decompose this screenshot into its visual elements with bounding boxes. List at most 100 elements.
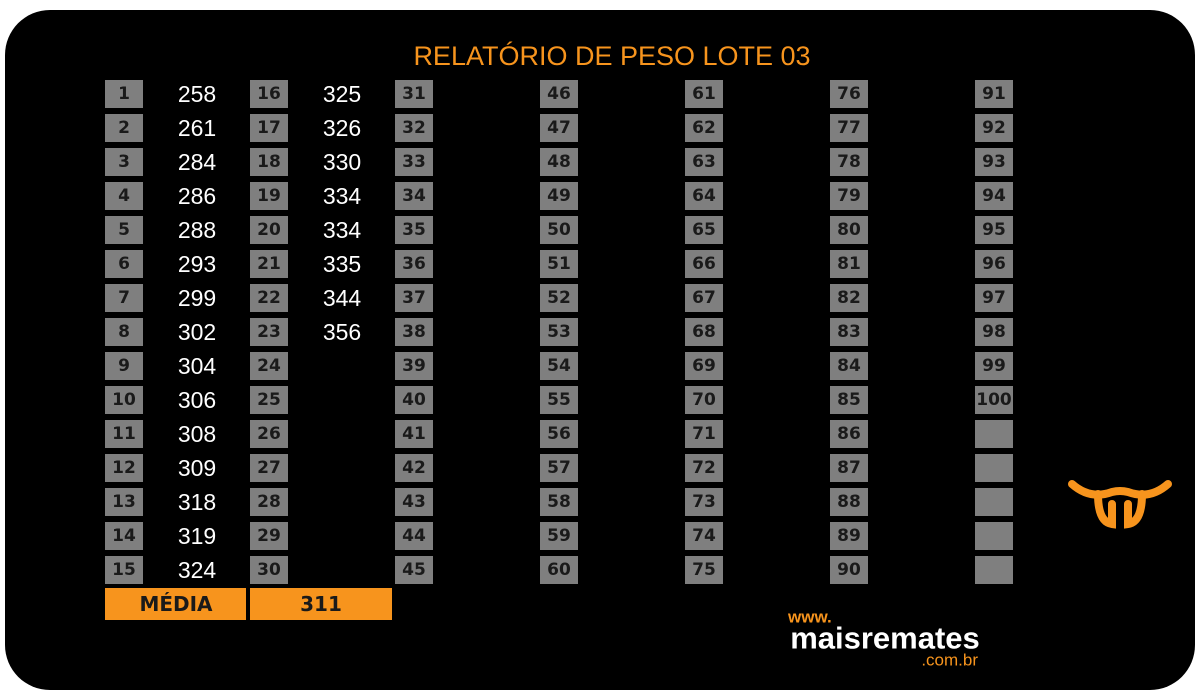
number-cell <box>250 216 288 244</box>
weight: 284 <box>178 149 217 175</box>
lot-number: 6 <box>118 254 130 274</box>
lot-number: 88 <box>837 492 861 512</box>
lot-number: 25 <box>257 390 281 410</box>
number-cell <box>540 386 578 414</box>
number-cell <box>685 216 723 244</box>
number-cell <box>830 488 868 516</box>
lot-number: 99 <box>982 356 1006 376</box>
number-cell <box>975 386 1013 414</box>
lot-number: 7 <box>118 288 130 308</box>
lot-number: 100 <box>976 390 1012 410</box>
lot-number: 86 <box>837 424 861 444</box>
lot-number: 45 <box>402 560 426 580</box>
number-cell <box>975 114 1013 142</box>
lot-number: 35 <box>402 220 426 240</box>
weight: 293 <box>178 251 216 277</box>
weight: 308 <box>178 421 216 447</box>
lot-number: 17 <box>257 118 281 138</box>
weight: 309 <box>178 455 216 481</box>
lot-number: 58 <box>547 492 571 512</box>
number-cell <box>250 80 288 108</box>
lot-number: 38 <box>402 322 426 342</box>
number-cell <box>105 284 143 312</box>
number-cell <box>250 318 288 346</box>
logo-name: maisremates <box>790 621 980 656</box>
number-cell <box>975 454 1013 482</box>
number-cell <box>250 488 288 516</box>
lot-number: 21 <box>257 254 281 274</box>
number-cell <box>395 454 433 482</box>
lot-number: 33 <box>402 152 426 172</box>
lot-number: 24 <box>257 356 281 376</box>
number-cell <box>685 352 723 380</box>
number-cell <box>975 148 1013 176</box>
number-cell <box>250 250 288 278</box>
lot-number: 16 <box>257 84 281 104</box>
weight: 335 <box>323 251 361 277</box>
number-cell <box>105 488 143 516</box>
number-cell <box>975 182 1013 210</box>
weight: 334 <box>323 183 362 209</box>
number-cell <box>540 488 578 516</box>
number-cell <box>540 352 578 380</box>
number-cell <box>685 522 723 550</box>
number-cell <box>975 420 1013 448</box>
weight: 286 <box>178 183 216 209</box>
lot-number: 76 <box>837 84 861 104</box>
lot-number: 8 <box>118 322 130 342</box>
lot-number: 59 <box>547 526 571 546</box>
number-cell <box>830 454 868 482</box>
weight: 326 <box>323 115 361 141</box>
lot-number: 74 <box>692 526 716 546</box>
lot-number: 77 <box>837 118 861 138</box>
weight: 319 <box>178 523 216 549</box>
weight: 334 <box>323 217 362 243</box>
number-cell <box>830 216 868 244</box>
lot-number: 41 <box>402 424 426 444</box>
number-cell <box>685 284 723 312</box>
lot-number: 63 <box>692 152 716 172</box>
number-cell <box>105 114 143 142</box>
number-cell <box>830 80 868 108</box>
number-cell <box>685 80 723 108</box>
lot-number: 34 <box>402 186 426 206</box>
number-cell <box>105 182 143 210</box>
lot-number: 46 <box>547 84 571 104</box>
lot-number: 91 <box>982 84 1006 104</box>
number-cell <box>250 182 288 210</box>
logo-suffix: .com.br <box>921 651 978 670</box>
lot-number: 73 <box>692 492 716 512</box>
number-cell <box>395 284 433 312</box>
weight: 258 <box>178 81 216 107</box>
lot-number: 22 <box>257 288 281 308</box>
number-cell <box>395 556 433 584</box>
number-cell <box>395 420 433 448</box>
lot-number: 14 <box>112 526 136 546</box>
weight: 344 <box>323 285 362 311</box>
lot-number: 65 <box>692 220 716 240</box>
number-cell <box>685 488 723 516</box>
lot-number: 39 <box>402 356 426 376</box>
weight: 288 <box>178 217 216 243</box>
number-cell <box>250 284 288 312</box>
number-cell <box>250 556 288 584</box>
lot-number: 32 <box>402 118 426 138</box>
number-cell <box>105 318 143 346</box>
lot-number: 43 <box>402 492 426 512</box>
number-cell <box>830 284 868 312</box>
average-label-cell <box>105 588 246 620</box>
weight: 306 <box>178 387 216 413</box>
number-cell <box>975 216 1013 244</box>
number-cell <box>395 352 433 380</box>
number-cell <box>540 148 578 176</box>
lot-number: 27 <box>257 458 281 478</box>
weight: 299 <box>178 285 216 311</box>
lot-number: 13 <box>112 492 136 512</box>
number-cell <box>540 522 578 550</box>
weight: 325 <box>323 81 361 107</box>
average-value-cell <box>250 588 392 620</box>
number-cell <box>105 148 143 176</box>
lot-number: 80 <box>837 220 861 240</box>
number-cell <box>540 454 578 482</box>
